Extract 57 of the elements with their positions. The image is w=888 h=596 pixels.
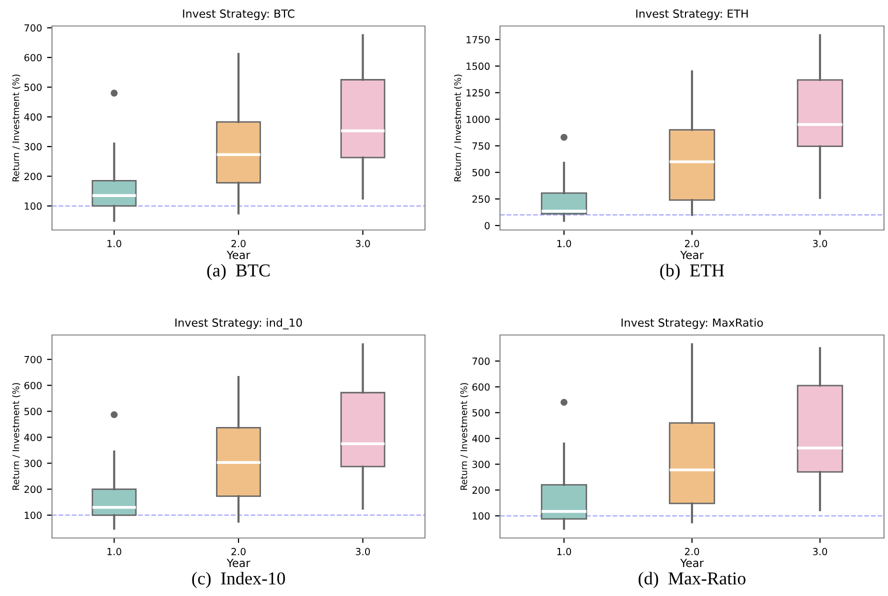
y-tick-label: 600 <box>24 382 42 390</box>
x-tick-label: 3.0 <box>356 548 370 556</box>
x-axis-title: Year <box>680 250 704 260</box>
y-tick-label: 1750 <box>466 36 490 44</box>
x-axis-title: Year <box>226 250 250 260</box>
y-tick-label: 0 <box>484 222 490 230</box>
y-tick-label: 700 <box>24 24 42 32</box>
y-tick-label: 300 <box>472 460 490 468</box>
y-tick-label: 400 <box>472 434 490 442</box>
y-tick-label: 700 <box>472 358 490 365</box>
x-tick-label: 3.0 <box>813 240 828 248</box>
y-tick-label: 1000 <box>466 116 490 124</box>
y-tick-label: 500 <box>472 168 490 176</box>
x-tick-label: 2.0 <box>231 240 246 248</box>
x-tick-label: 1.0 <box>557 240 572 248</box>
y-tick-label: 500 <box>24 84 42 91</box>
text: (d) Max-Ratio <box>638 572 746 588</box>
x-axis-title: Year <box>680 558 704 568</box>
text: (c) Index-10 <box>192 572 285 588</box>
y-tick-label: 1500 <box>466 62 490 70</box>
chart-title: Invest Strategy: MaxRatio <box>622 318 763 329</box>
y-axis-title: Return / Investment (%) <box>454 74 462 182</box>
y-tick-label: 100 <box>472 512 490 520</box>
y-tick-label: 300 <box>24 460 42 468</box>
text: (a) BTC <box>207 264 270 280</box>
y-tick-label: 500 <box>472 409 490 416</box>
y-axis-title: Return / Investment (%) <box>12 383 20 490</box>
y-axis-title: Return / Investment (%) <box>12 74 20 182</box>
y-tick-label: 100 <box>24 512 42 519</box>
chart-title: Invest Strategy: ind_10 <box>175 318 302 330</box>
y-tick-label: 700 <box>24 356 42 364</box>
y-tick-label: 200 <box>472 486 490 494</box>
text: (b) ETH <box>660 264 724 280</box>
y-tick-label: 600 <box>24 54 42 62</box>
chart-title: Invest Strategy: ETH <box>636 9 748 20</box>
x-tick-label: 1.0 <box>557 548 572 556</box>
y-tick-label: 400 <box>24 434 42 442</box>
y-tick-label: 500 <box>24 408 42 416</box>
y-tick-label: 100 <box>24 202 42 210</box>
y-tick-label: 250 <box>472 195 490 203</box>
x-tick-label: 3.0 <box>356 240 370 248</box>
y-tick-label: 200 <box>24 172 42 180</box>
y-tick-label: 200 <box>24 486 42 494</box>
y-tick-label: 300 <box>24 143 42 150</box>
chart-title: Invest Strategy: BTC <box>183 9 294 20</box>
x-tick-label: 2.0 <box>684 548 700 556</box>
x-tick-label: 2.0 <box>231 548 246 556</box>
y-tick-label: 400 <box>24 113 42 121</box>
y-axis-title: Return / Investment (%) <box>460 383 468 490</box>
y-tick-label: 600 <box>472 383 490 391</box>
y-tick-label: 750 <box>472 142 490 150</box>
x-tick-label: 1.0 <box>108 240 122 248</box>
x-tick-label: 3.0 <box>813 548 828 556</box>
x-tick-label: 2.0 <box>684 240 700 248</box>
x-axis-title: Year <box>226 558 250 568</box>
y-tick-label: 1250 <box>466 89 490 96</box>
x-tick-label: 1.0 <box>108 548 122 556</box>
